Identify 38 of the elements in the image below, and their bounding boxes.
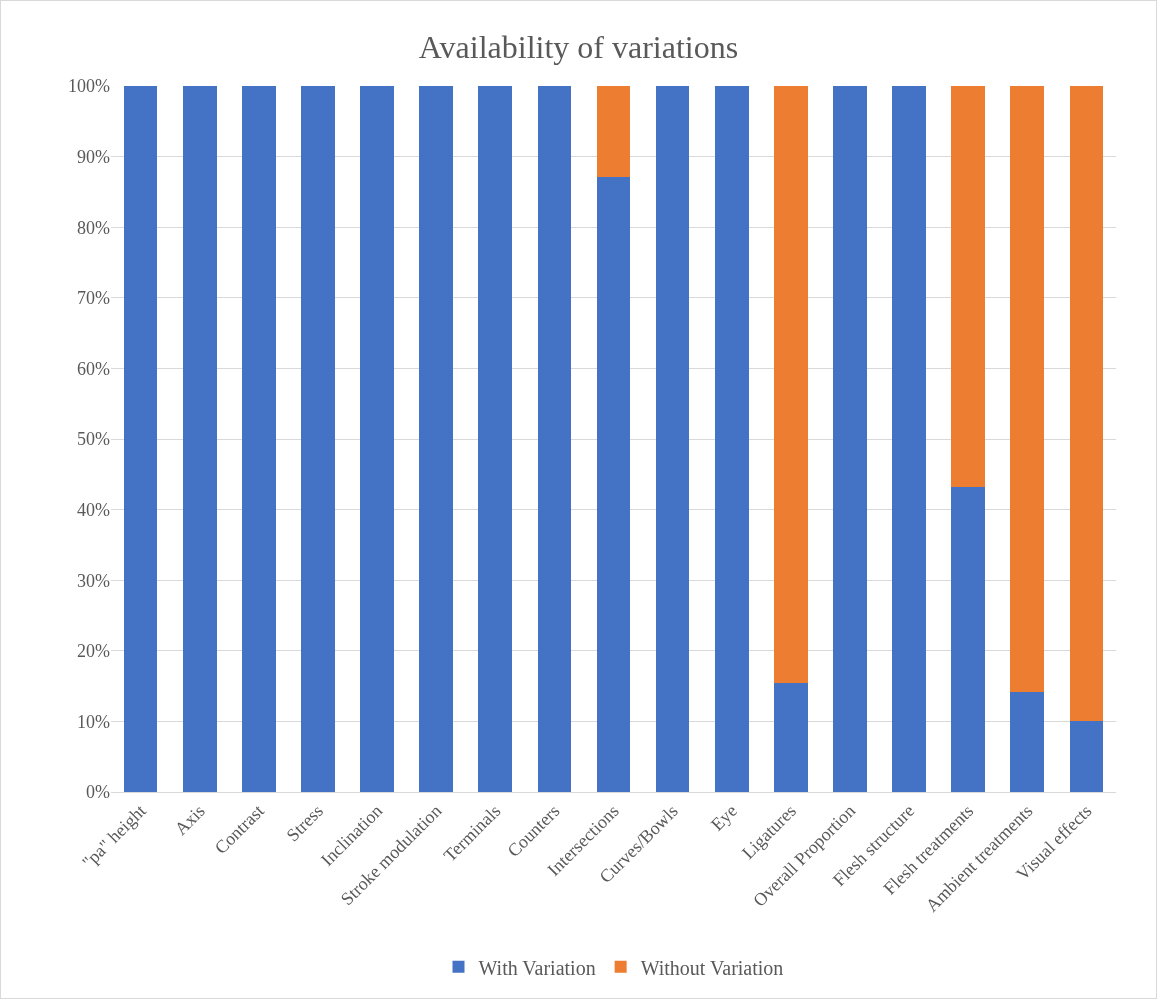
bar	[1010, 691, 1045, 792]
bar	[892, 86, 926, 792]
y-tick-label: 40%	[77, 499, 110, 520]
y-tick-label: 60%	[77, 358, 110, 379]
y-tick-label: 0%	[86, 782, 110, 803]
bar	[301, 86, 335, 792]
bar	[123, 86, 158, 792]
bar	[419, 86, 453, 792]
legend-label: With Variation	[478, 956, 596, 979]
bar	[360, 86, 394, 792]
bar	[478, 86, 513, 792]
bar	[951, 487, 986, 792]
bar	[596, 177, 631, 792]
bar	[1069, 721, 1104, 792]
bar	[241, 86, 276, 792]
y-tick-label: 100%	[68, 76, 110, 97]
bar	[833, 86, 867, 792]
x-tick-label: Axis	[170, 800, 209, 839]
y-tick-label: 50%	[77, 429, 110, 450]
bar	[596, 86, 631, 178]
y-tick-label: 20%	[77, 641, 110, 662]
bar	[537, 86, 572, 792]
bar	[182, 86, 217, 792]
bar	[655, 86, 690, 792]
bar	[774, 683, 808, 792]
y-tick-label: 30%	[77, 570, 110, 591]
y-tick-label: 80%	[77, 217, 110, 238]
x-tick-label: Eye	[707, 800, 741, 835]
bar	[714, 86, 749, 792]
chart-title: Availability of variations	[418, 29, 739, 66]
bar	[951, 86, 986, 488]
legend-label: Without Variation	[640, 956, 784, 979]
y-tick-label: 10%	[77, 711, 110, 732]
bar	[1010, 86, 1045, 692]
bar	[1069, 86, 1104, 722]
y-tick-label: 70%	[77, 288, 110, 309]
bar	[774, 86, 808, 684]
y-tick-label: 90%	[77, 146, 110, 167]
